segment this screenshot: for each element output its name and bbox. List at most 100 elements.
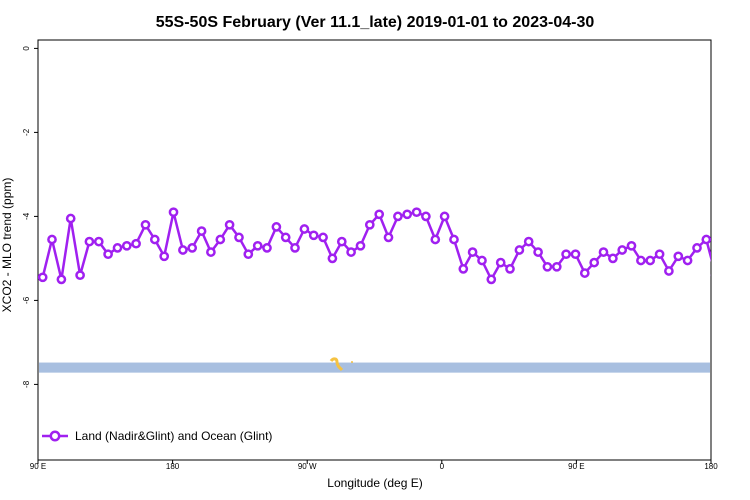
data-point: [514, 245, 525, 255]
data-point: [187, 243, 198, 253]
data-point: [439, 211, 450, 222]
data-point: [673, 251, 684, 262]
x-tick-label: 90 W: [298, 462, 317, 471]
data-point: [636, 255, 646, 266]
data-point: [579, 268, 590, 278]
data-point: [290, 243, 300, 253]
data-point: [449, 234, 459, 245]
data-point: [131, 238, 141, 249]
x-tick-label: 90 E: [30, 462, 46, 471]
data-point: [654, 249, 665, 260]
legend-label: Land (Nadir&Glint) and Ocean (Glint): [75, 429, 272, 443]
data-point: [731, 276, 738, 283]
legend: Land (Nadir&Glint) and Ocean (Glint): [42, 429, 272, 443]
data-point: [364, 219, 375, 230]
data-point: [327, 253, 338, 264]
y-axis-label: XCO2 - MLO trend (ppm): [0, 178, 14, 313]
data-point: [467, 247, 478, 257]
data-point: [224, 219, 235, 230]
y-axis: 0 -2 -4 -6 -8: [22, 46, 38, 388]
data-point: [542, 261, 553, 272]
data-point: [215, 234, 226, 245]
data-point: [299, 224, 310, 234]
data-point: [383, 232, 394, 243]
y-tick-label: -4: [22, 212, 31, 220]
data-point: [262, 243, 272, 253]
x-tick-label: 90 E: [568, 462, 584, 471]
data-point: [140, 219, 151, 230]
x-axis: 90 E 180 90 W 0 90 E 180: [30, 460, 718, 471]
data-point: [271, 222, 282, 232]
data-point: [721, 236, 728, 243]
data-point: [701, 234, 711, 245]
data-point: [608, 253, 618, 264]
series-layer: [38, 207, 738, 285]
data-point: [458, 264, 469, 274]
data-point: [523, 236, 534, 247]
data-point: [103, 249, 113, 260]
data-point: [374, 209, 385, 220]
data-point: [75, 270, 85, 281]
data-point: [692, 243, 702, 253]
data-point: [533, 247, 543, 257]
legend-marker-icon: [49, 430, 61, 442]
data-point: [47, 234, 57, 245]
data-point: [505, 264, 515, 274]
data-point: [411, 207, 422, 218]
data-point: [93, 236, 104, 247]
data-point: [308, 230, 319, 241]
data-point: [280, 232, 291, 243]
data-point: [645, 255, 656, 266]
data-point: [38, 272, 48, 283]
data-point: [477, 255, 487, 266]
x-axis-label: Longitude (deg E): [327, 476, 422, 490]
data-point: [65, 213, 76, 224]
data-point: [234, 232, 244, 243]
latitude-band-rect: [39, 362, 710, 373]
data-point: [168, 207, 179, 218]
data-point: [551, 261, 562, 272]
chart-title: 55S-50S February (Ver 11.1_late) 2019-01…: [156, 14, 595, 31]
data-point: [336, 236, 347, 247]
data-point: [318, 232, 328, 243]
y-tick-label: -8: [22, 380, 31, 388]
data-point: [121, 240, 132, 251]
y-tick-label: -2: [22, 128, 31, 136]
data-point: [346, 247, 356, 257]
data-point: [243, 249, 254, 260]
x-tick-label: 180: [166, 462, 180, 471]
y-tick-label: 0: [22, 46, 31, 51]
data-point: [393, 211, 403, 222]
data-point: [682, 255, 693, 266]
data-point: [598, 247, 609, 257]
data-point: [252, 240, 263, 251]
data-point: [664, 266, 674, 276]
data-point: [626, 240, 637, 251]
x-tick-label: 180: [704, 462, 718, 471]
data-point: [495, 257, 506, 268]
data-point: [421, 211, 431, 222]
data-point: [589, 257, 600, 268]
latitude-band: [39, 362, 710, 373]
x-tick-label: 0: [440, 462, 445, 471]
data-point: [710, 274, 711, 277]
data-point: [355, 240, 366, 251]
data-point: [196, 226, 207, 236]
data-point: [56, 274, 67, 285]
plot-frame: [37, 39, 712, 461]
data-point: [84, 236, 95, 247]
coastline-marks: [329, 357, 353, 372]
data-point: [206, 247, 216, 257]
data-point: [486, 274, 497, 285]
data-point: [570, 249, 581, 260]
data-point: [430, 234, 441, 245]
data-point: [159, 251, 170, 262]
data-point: [149, 234, 160, 245]
data-point: [402, 209, 413, 220]
data-point: [617, 245, 628, 255]
data-point: [112, 243, 123, 253]
data-point: [178, 245, 188, 255]
data-point: [561, 249, 571, 260]
y-tick-label: -6: [22, 296, 31, 304]
